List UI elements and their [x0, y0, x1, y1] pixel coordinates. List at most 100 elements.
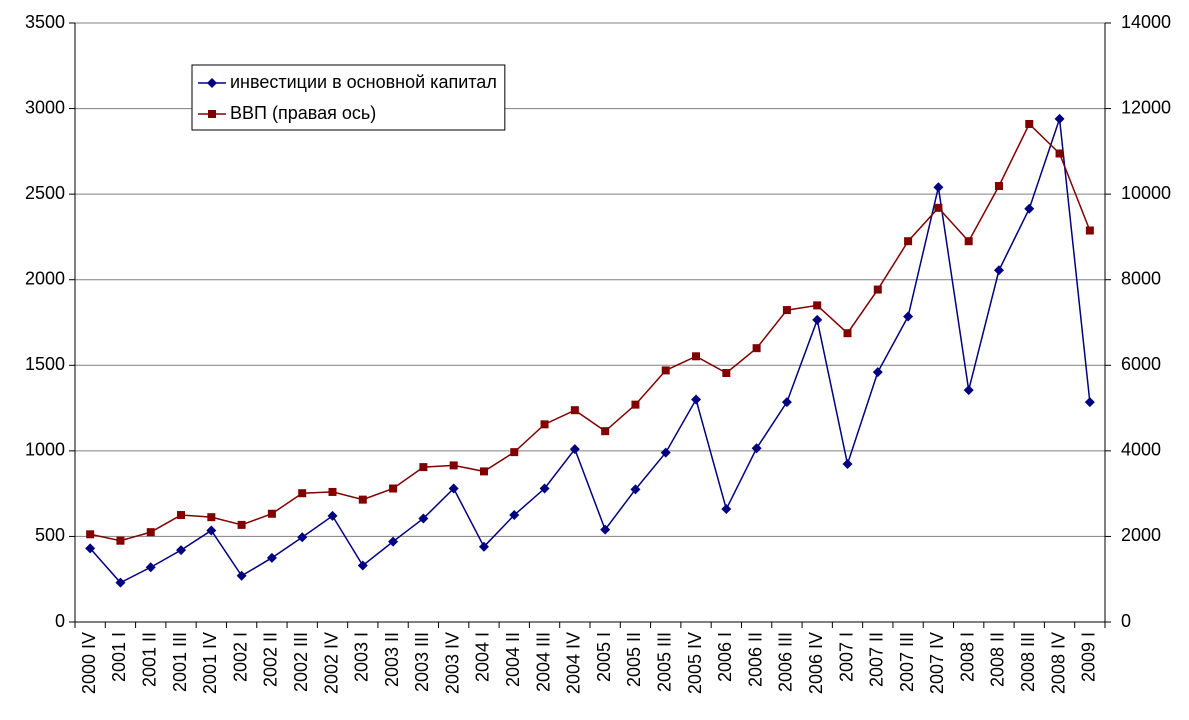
- y-tick-label: 3000: [25, 97, 65, 117]
- y-tick-label: 0: [55, 611, 65, 631]
- marker: [1054, 113, 1065, 124]
- x-tick-label: 2002 I: [230, 632, 250, 682]
- x-tick-label: 2005 II: [624, 632, 644, 687]
- marker: [540, 420, 549, 429]
- series-line: [89, 122, 1091, 542]
- marker: [236, 570, 247, 581]
- x-tick-label: 2007 I: [836, 632, 856, 682]
- y-tick-label: 1000: [25, 440, 65, 460]
- marker: [963, 385, 974, 396]
- marker: [993, 265, 1004, 276]
- marker: [904, 237, 913, 246]
- x-tick-label: 2002 IV: [321, 632, 341, 694]
- marker: [661, 366, 670, 375]
- marker: [601, 427, 610, 436]
- marker: [267, 509, 276, 518]
- marker: [509, 510, 520, 521]
- marker: [510, 448, 519, 457]
- marker: [86, 530, 95, 539]
- x-tick-label: 2004 III: [533, 632, 553, 692]
- x-tick-label: 2005 IV: [685, 632, 705, 694]
- x-tick-label: 2004 I: [473, 632, 493, 682]
- marker: [692, 352, 701, 361]
- y2-tick-label: 12000: [1121, 97, 1171, 117]
- y2-tick-label: 2000: [1121, 525, 1161, 545]
- marker: [813, 301, 822, 310]
- marker: [1025, 119, 1034, 128]
- marker: [873, 285, 882, 294]
- x-tick-label: 2001 III: [170, 632, 190, 692]
- marker: [478, 541, 489, 552]
- legend: инвестиции в основной капитал ВВП (правая…: [191, 64, 506, 131]
- x-tick-label: 2006 IV: [806, 632, 826, 694]
- marker: [237, 520, 246, 529]
- marker: [208, 110, 216, 118]
- x-tick-label: 2004 IV: [564, 632, 584, 694]
- marker: [479, 467, 488, 476]
- legend-label: инвестиции в основной капитал: [230, 72, 497, 92]
- y-tick-label: 1500: [25, 354, 65, 374]
- marker: [630, 484, 641, 495]
- x-tick-label: 2003 IV: [442, 632, 462, 694]
- y2-tick-label: 6000: [1121, 354, 1161, 374]
- marker: [631, 400, 640, 409]
- x-tick-label: 2001 IV: [200, 632, 220, 694]
- marker: [539, 483, 550, 494]
- marker: [843, 329, 852, 338]
- x-tick-label: 2008 I: [957, 632, 977, 682]
- marker: [176, 545, 187, 556]
- marker: [569, 444, 580, 455]
- legend-box: [191, 64, 506, 131]
- x-tick-label: 2001 II: [139, 632, 159, 687]
- y2-tick-label: 14000: [1121, 12, 1171, 32]
- marker: [570, 406, 579, 415]
- marker: [934, 203, 943, 212]
- marker: [298, 489, 307, 498]
- marker: [266, 552, 277, 563]
- marker: [449, 461, 458, 470]
- series-line: [89, 118, 1091, 584]
- x-tick-label: 2006 III: [776, 632, 796, 692]
- marker: [327, 510, 338, 521]
- marker: [933, 182, 944, 193]
- y-tick-label: 2000: [25, 268, 65, 288]
- marker: [781, 397, 792, 408]
- x-tick-label: 2004 II: [503, 632, 523, 687]
- x-tick-label: 2005 III: [654, 632, 674, 692]
- marker: [297, 532, 308, 543]
- marker: [872, 367, 883, 378]
- marker: [358, 495, 367, 504]
- y2-tick-label: 4000: [1121, 440, 1161, 460]
- marker: [691, 394, 702, 405]
- x-tick-label: 2006 I: [715, 632, 735, 682]
- marker: [207, 513, 216, 522]
- y-tick-label: 2500: [25, 183, 65, 203]
- y-tick-label: 500: [35, 525, 65, 545]
- marker: [328, 487, 337, 496]
- marker: [812, 314, 823, 325]
- x-tick-label: 2008 II: [988, 632, 1008, 687]
- y2-tick-label: 8000: [1121, 268, 1161, 288]
- marker: [145, 562, 156, 573]
- marker: [419, 463, 428, 472]
- marker: [146, 528, 155, 537]
- x-tick-label: 2002 III: [291, 632, 311, 692]
- x-tick-label: 2007 IV: [927, 632, 947, 694]
- marker: [782, 306, 791, 315]
- x-tick-label: 2006 II: [745, 632, 765, 687]
- marker: [751, 443, 762, 454]
- x-tick-label: 2003 III: [412, 632, 432, 692]
- marker: [1024, 203, 1035, 214]
- marker: [994, 182, 1003, 191]
- marker: [448, 483, 459, 494]
- y2-tick-label: 0: [1121, 611, 1131, 631]
- marker: [842, 459, 853, 470]
- x-tick-label: 2000 IV: [79, 632, 99, 694]
- x-tick-label: 2003 II: [382, 632, 402, 687]
- x-tick-label: 2009 I: [1079, 632, 1099, 682]
- marker: [721, 504, 732, 515]
- marker: [85, 543, 96, 554]
- x-tick-label: 2007 II: [867, 632, 887, 687]
- marker: [964, 237, 973, 246]
